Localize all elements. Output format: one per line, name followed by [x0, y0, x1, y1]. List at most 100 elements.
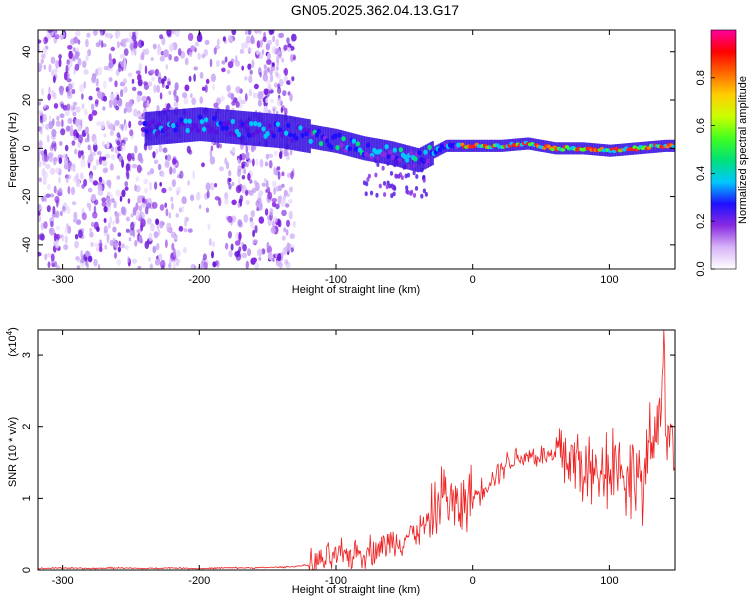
spectrogram-ridge-halo	[311, 124, 315, 149]
spectrogram-noise-cell	[46, 252, 52, 258]
spectrogram-tail-cell	[422, 188, 426, 194]
spectrogram-noise-cell	[171, 179, 176, 188]
spectrogram-tail-cell	[404, 173, 408, 179]
spectrogram-tail-cell	[370, 155, 374, 161]
spectrogram-noise-cell	[211, 241, 216, 248]
spectrogram-ridge-halo	[385, 140, 388, 165]
spectrogram-noise-cell	[181, 205, 185, 213]
spectrogram-noise-cell	[250, 34, 254, 44]
spectrogram-noise-cell	[277, 218, 281, 228]
spectrogram-noise-cell	[150, 57, 154, 61]
spectrogram-noise-cell	[168, 90, 172, 96]
spectrogram-noise-cell	[277, 185, 283, 192]
spectrogram-noise-cell	[169, 166, 173, 175]
spectrogram-noise-cell	[103, 225, 108, 234]
spectrogram-noise-cell	[91, 75, 96, 84]
spectrogram-noise-cell	[41, 88, 45, 96]
spectrogram-noise-cell	[147, 144, 153, 151]
spectrogram-noise-cell	[172, 167, 177, 175]
spectrogram-noise-cell	[269, 74, 274, 83]
spectrogram-noise-cell	[72, 47, 76, 52]
spectrogram-noise-cell	[42, 177, 47, 185]
spectrogram-noise-cell	[227, 177, 231, 185]
spectrogram-noise-cell	[244, 30, 248, 36]
spectrogram-noise-cell	[282, 90, 287, 97]
spectrogram-noise-cell	[87, 255, 93, 263]
spectrogram-noise-cell	[251, 144, 255, 153]
spectrogram-noise-cell	[249, 217, 253, 222]
spectrogram-noise-cell	[52, 75, 56, 84]
spectrogram-ridge-halo	[364, 136, 367, 161]
spectrogram-ridge-cell	[226, 120, 231, 126]
spectrogram-noise-cell	[231, 30, 237, 36]
spectrogram-noise-cell	[173, 102, 179, 107]
spectrogram-noise-cell	[168, 43, 174, 52]
spectrogram-noise-cell	[89, 228, 93, 233]
spectrogram-noise-cell	[97, 184, 103, 192]
spectrogram-noise-cell	[237, 168, 241, 178]
spectrogram-noise-cell	[114, 80, 118, 88]
spectrogram-noise-cell	[278, 32, 285, 39]
spectrogram-noise-cell	[47, 30, 53, 33]
spectrogram-noise-cell	[219, 166, 224, 172]
spectrogram-noise-cell	[45, 163, 51, 170]
spectrogram-ridge-halo	[154, 111, 157, 145]
spectrogram-noise-cell	[43, 221, 48, 229]
spectrogram-ridge-cell	[671, 144, 675, 149]
spectrogram-noise-cell	[238, 233, 242, 240]
spectrogram-ridge-halo	[428, 142, 431, 167]
spectrogram-noise-cell	[109, 163, 114, 171]
spectrogram-noise-cell	[270, 226, 276, 234]
spectrogram-noise-cell	[170, 196, 174, 203]
spectrogram-ridge-cell	[251, 132, 256, 138]
spectrogram-noise-cell	[87, 162, 91, 169]
spectrogram-ridge-halo	[274, 113, 277, 148]
spectrogram-noise-cell	[189, 51, 193, 57]
spectrogram-ridge-cell	[365, 142, 371, 148]
spectrogram-noise-cell	[261, 182, 266, 187]
spectrogram-tail-cell	[423, 157, 427, 163]
spectrogram-noise-cell	[152, 201, 158, 209]
spectrogram-noise-cell	[59, 87, 64, 96]
spectrogram-noise-cell	[280, 197, 286, 207]
spectrogram-noise-cell	[247, 248, 252, 257]
spectrogram-noise-cell	[241, 252, 248, 259]
spectrogram-noise-cell	[192, 170, 195, 180]
snr-y-label: SNR (10 * v/v)	[7, 417, 19, 487]
snr-multiplier-exp: 4	[5, 330, 14, 335]
spectrogram-ridge-cell	[382, 152, 387, 158]
spectrogram-noise-cell	[96, 66, 103, 76]
colorbar-tick-label: 0.0	[695, 261, 707, 276]
spectrogram-noise-cell	[224, 157, 228, 165]
spectrogram-ridge-cell	[347, 146, 352, 152]
spectrogram-noise-cell	[65, 177, 69, 184]
spectrogram-noise-cell	[104, 244, 108, 250]
spectrogram-noise-cell	[130, 213, 134, 218]
spectrogram-noise-cell	[245, 200, 250, 206]
spectrogram-noise-cell	[117, 246, 122, 253]
spectrogram-ridge-halo	[249, 111, 252, 146]
spectrogram-noise-cell	[227, 215, 233, 223]
spectrogram-noise-cell	[55, 60, 60, 69]
spectrogram-noise-cell	[259, 158, 264, 168]
spectrogram-ridge-halo	[367, 137, 370, 162]
spectrogram-noise-cell	[98, 246, 103, 253]
spectrogram-noise-cell	[38, 101, 41, 106]
spectrogram-noise-cell	[38, 234, 43, 240]
spectrogram-noise-cell	[276, 73, 281, 80]
spectrogram-ridge-halo	[316, 125, 320, 150]
spectrogram-noise-cell	[124, 186, 129, 191]
spectrogram-noise-cell	[230, 243, 234, 251]
spectrogram-noise-cell	[96, 151, 102, 156]
spectrogram-noise-cell	[38, 177, 42, 183]
spectrogram-noise-cell	[124, 181, 129, 187]
spectrogram-noise-cell	[55, 225, 61, 231]
spectrogram-ridge-halo	[416, 148, 420, 173]
spectrogram-noise-cell	[87, 187, 93, 193]
spectrogram-noise-cell	[140, 222, 144, 232]
spectrogram-ridge-cell	[203, 117, 209, 123]
spectrogram-noise-cell	[96, 226, 100, 233]
spectrogram-noise-cell	[239, 49, 245, 54]
spectrogram-noise-cell	[97, 264, 101, 269]
spectrogram-noise-cell	[256, 206, 260, 212]
